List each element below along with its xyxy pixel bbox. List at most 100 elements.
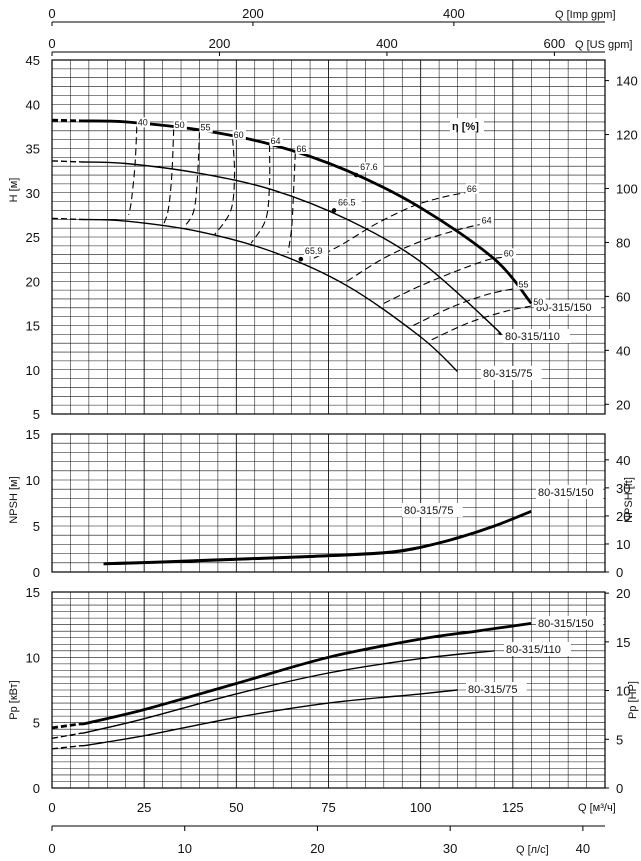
npsh-y2-tick-label: 0: [616, 565, 623, 580]
q-m3h-tick-label: 100: [410, 800, 432, 815]
head-y-tick-label: 25: [26, 230, 40, 245]
q-ls-tick-label: 30: [443, 841, 457, 856]
power-y-tick-label: 15: [26, 585, 40, 600]
us-gpm-tick-label: 600: [544, 36, 566, 51]
series-label-bg: [536, 616, 603, 630]
npsh-y2-axis-label: NPSH [ft]: [623, 477, 635, 523]
series-label-bg: [536, 485, 603, 499]
npsh-y-tick-label: 15: [26, 427, 40, 442]
series-label-bg: [466, 682, 527, 696]
efficiency-label-bg: [480, 215, 494, 226]
bep-point: [298, 256, 304, 262]
head-y2-tick-label: 140: [616, 74, 638, 89]
q-m3h-tick-label: 50: [229, 800, 243, 815]
us-gpm-tick-label: 200: [209, 36, 231, 51]
npsh-y2-tick-label: 40: [616, 453, 630, 468]
npsh-y2-tick-label: 30: [616, 481, 630, 496]
efficiency-label-bg: [199, 122, 213, 133]
efficiency-label: 40: [138, 117, 148, 127]
efficiency-label: 55: [200, 123, 210, 133]
head-y-tick-label: 15: [26, 319, 40, 334]
series-label-bg: [481, 366, 542, 380]
efficiency-label-bg: [232, 129, 246, 140]
curve-power-80-315-150: [80, 622, 532, 726]
curve-power-80-315-150-dashed: [51, 722, 82, 730]
head-y2-tick-label: 100: [616, 181, 638, 196]
power-y2-tick-label: 5: [616, 732, 623, 747]
q-ls-tick-label: 20: [310, 841, 324, 856]
head-y-axis-label: H [м]: [8, 178, 20, 203]
bep-label-bg: [303, 246, 329, 257]
frames-layer: [51, 21, 609, 831]
curve-npsh-80-315-150: [103, 509, 532, 566]
power-y2-axis-label: Pp [HP]: [627, 681, 639, 719]
efficiency-label: 64: [271, 136, 281, 146]
efficiency-curve: [128, 126, 138, 216]
series-label-bg: [534, 300, 601, 314]
us-gpm-tick-label: 0: [48, 36, 55, 51]
bep-point: [353, 172, 359, 178]
power-y2-tick-label: 20: [616, 586, 630, 601]
q-ls-tick-label: 40: [576, 841, 590, 856]
q-m3h-tick-label: 0: [48, 800, 55, 815]
frame-npsh: [51, 433, 606, 573]
head-y2-tick-label: 20: [616, 397, 630, 412]
efficiency-label: 55: [519, 279, 529, 289]
npsh-y-tick-label: 0: [33, 565, 40, 580]
q-m3h-tick-label: 25: [137, 800, 151, 815]
curve-head-80-315-75: [81, 218, 458, 373]
efficiency-curve: [431, 305, 532, 341]
series-label-npsh-80-315-150: 80-315/150: [538, 487, 594, 499]
bep-label-bg: [337, 197, 362, 208]
curve-power-80-315-75-dashed: [51, 744, 82, 750]
head-y2-tick-label: 80: [616, 235, 630, 250]
power-y-axis-label: Pp [кВт]: [8, 680, 20, 719]
curve-npsh-80-315-75: [103, 536, 458, 566]
power-y2-tick-label: 10: [616, 684, 630, 699]
series-label-npsh-80-315-75: 80-315/75: [404, 505, 454, 517]
efficiency-label-bg: [136, 117, 150, 128]
q-ls-tick-label: 0: [48, 841, 55, 856]
efficiency-label: 66: [467, 184, 477, 194]
power-y-tick-label: 10: [26, 650, 40, 665]
efficiency-curve: [383, 256, 502, 304]
bep-label-bg: [359, 162, 384, 173]
imp-gpm-tick-label: 200: [242, 6, 264, 21]
efficiency-label: 50: [533, 297, 543, 307]
grid-layer: [51, 59, 606, 789]
efficiency-axis-label: η [%]: [452, 121, 479, 133]
power-y-tick-label: 0: [33, 781, 40, 796]
efficiency-curve: [413, 287, 517, 326]
head-y-tick-label: 5: [33, 407, 40, 422]
series-label-bg: [503, 329, 570, 343]
series-label-power-80-315-75: 80-315/75: [468, 684, 518, 696]
curve-power-80-315-110: [80, 650, 495, 734]
head-y-tick-label: 35: [26, 142, 40, 157]
q-m3h-tick-label: 125: [502, 800, 524, 815]
curve-head-80-315-110-dashed: [51, 160, 82, 163]
npsh-y-tick-label: 10: [26, 473, 40, 488]
efficiency-label: 60: [504, 248, 514, 258]
efficiency-curve: [162, 128, 175, 227]
efficiency-label: 64: [482, 216, 492, 226]
series-label-power-80-315-150: 80-315/150: [538, 618, 594, 630]
bep-point: [331, 208, 337, 213]
curve-head-80-315-150-dashed: [51, 118, 82, 123]
curve-head-80-315-75-dashed: [51, 217, 82, 221]
efficiency-curve: [313, 192, 466, 259]
q-m3h-tick-label: 75: [321, 800, 335, 815]
efficiency-label-bg: [502, 248, 516, 259]
series-label-head-80-315-75: 80-315/75: [483, 368, 533, 380]
bep-label: 66.5: [338, 197, 356, 207]
efficiency-label-bg: [269, 135, 283, 146]
series-label-bg: [504, 642, 571, 656]
efficiency-label: 60: [234, 130, 244, 140]
us-gpm-tick-label: 400: [376, 36, 398, 51]
series-label-head-80-315-110: 80-315/110: [505, 331, 560, 343]
efficiency-curve: [184, 131, 201, 227]
npsh-y2-tick-label: 20: [616, 509, 630, 524]
efficiency-label-bg: [173, 120, 187, 131]
eta-label-bg: [450, 118, 484, 133]
head-y-tick-label: 30: [26, 186, 40, 201]
